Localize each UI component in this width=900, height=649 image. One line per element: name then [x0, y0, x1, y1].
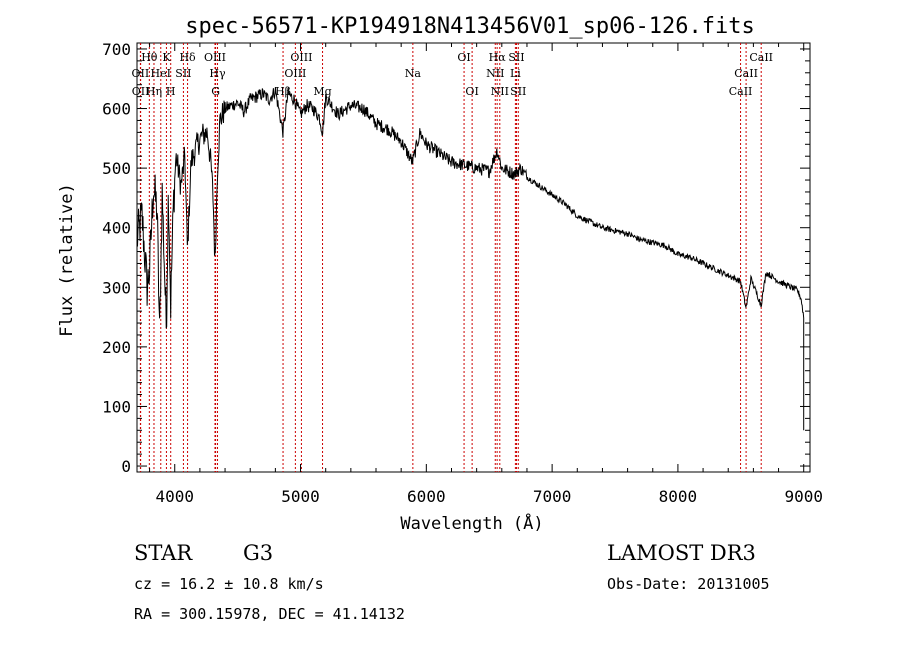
line-label: Mg [313, 85, 331, 98]
line-label: SII [510, 85, 526, 98]
line-label: OIII [204, 51, 226, 64]
line-label: Hη [146, 85, 162, 98]
y-tick-label: 100 [102, 397, 131, 416]
line-label: Hδ [179, 51, 196, 64]
y-tick-label: 300 [102, 278, 131, 297]
line-label: CaII [734, 67, 758, 80]
line-label: OII [132, 85, 150, 98]
line-label: OII [132, 67, 150, 80]
spectral-line-markers [139, 43, 762, 472]
y-tick-label: 200 [102, 338, 131, 357]
observation-date: Obs-Date: 20131005 [607, 575, 770, 593]
line-label: Li [510, 67, 521, 80]
y-axis-ticks: 0 100 200 300 400 500 600 700 [102, 40, 810, 476]
line-label: CaII [749, 51, 773, 64]
line-label: CaII [729, 85, 753, 98]
spectral-line-labels: OII OII Hθ Hη HeI K H SII Hδ OIII Hγ G Hβ OIII OIII Mg N… [132, 51, 773, 98]
spectrum-line [136, 86, 805, 431]
line-label: Na [405, 67, 422, 80]
line-label: OIII [290, 51, 312, 64]
object-subclass: G3 [243, 541, 273, 565]
x-tick-label: 9000 [784, 487, 823, 506]
sky-coordinates: RA = 300.15978, DEC = 41.14132 [134, 605, 405, 623]
object-class: STAR [134, 541, 193, 565]
line-label: NII [486, 67, 504, 80]
y-tick-label: 400 [102, 219, 131, 238]
x-tick-label: 6000 [407, 487, 446, 506]
y-tick-label: 500 [102, 159, 131, 178]
x-axis-ticks: 4000 5000 6000 7000 8000 9000 [149, 43, 823, 506]
plot-frame [136, 42, 811, 473]
y-tick-label: 700 [102, 40, 131, 59]
line-label: K [162, 51, 171, 64]
y-tick-label: 600 [102, 100, 131, 119]
line-label: Hα [489, 51, 507, 64]
line-label: NII [491, 85, 509, 98]
x-tick-label: 5000 [281, 487, 320, 506]
survey-name: LAMOST DR3 [607, 541, 756, 565]
x-tick-label: 8000 [659, 487, 698, 506]
y-tick-label: 0 [121, 457, 131, 476]
y-axis-label: Flux (relative) [57, 183, 77, 337]
chart-title: spec-56571-KP194918N413456V01_sp06-126.f… [185, 14, 755, 39]
redshift-velocity: cz = 16.2 ± 10.8 km/s [134, 575, 324, 593]
line-label: H [166, 85, 176, 98]
line-label: OI [457, 51, 470, 64]
line-label: SII [175, 67, 191, 80]
line-label: OIII [284, 67, 306, 80]
x-tick-label: 7000 [533, 487, 572, 506]
line-label: SII [508, 51, 524, 64]
line-label: Hγ [209, 67, 226, 80]
x-tick-label: 4000 [155, 487, 194, 506]
line-label: Hθ [141, 51, 158, 64]
line-label: G [211, 85, 220, 98]
line-label: Hβ [275, 85, 291, 98]
line-label: HeI [151, 67, 171, 80]
line-label: OI [465, 85, 478, 98]
x-axis-label: Wavelength (Å) [400, 512, 543, 534]
